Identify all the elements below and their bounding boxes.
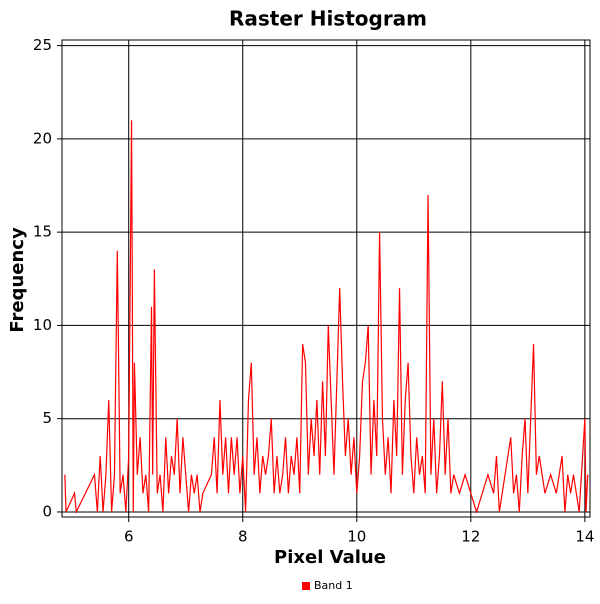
x-tick-label: 12 (461, 528, 480, 546)
x-tick-label: 6 (124, 528, 134, 546)
x-axis-label: Pixel Value (274, 547, 386, 568)
y-tick-label: 20 (33, 129, 52, 147)
y-tick-label: 5 (42, 409, 52, 427)
y-tick-label: 10 (33, 316, 52, 334)
legend-swatch (302, 582, 310, 590)
legend-label: Band 1 (314, 579, 353, 592)
chart-title: Raster Histogram (229, 7, 427, 31)
x-tick-label: 10 (347, 528, 366, 546)
y-tick-label: 15 (33, 223, 52, 241)
x-tick-label: 8 (238, 528, 248, 546)
y-tick-label: 0 (42, 502, 52, 520)
y-axis-label: Frequency (7, 227, 28, 333)
data-line (64, 120, 589, 515)
y-tick-label: 25 (33, 36, 52, 54)
x-tick-label: 14 (575, 528, 594, 546)
